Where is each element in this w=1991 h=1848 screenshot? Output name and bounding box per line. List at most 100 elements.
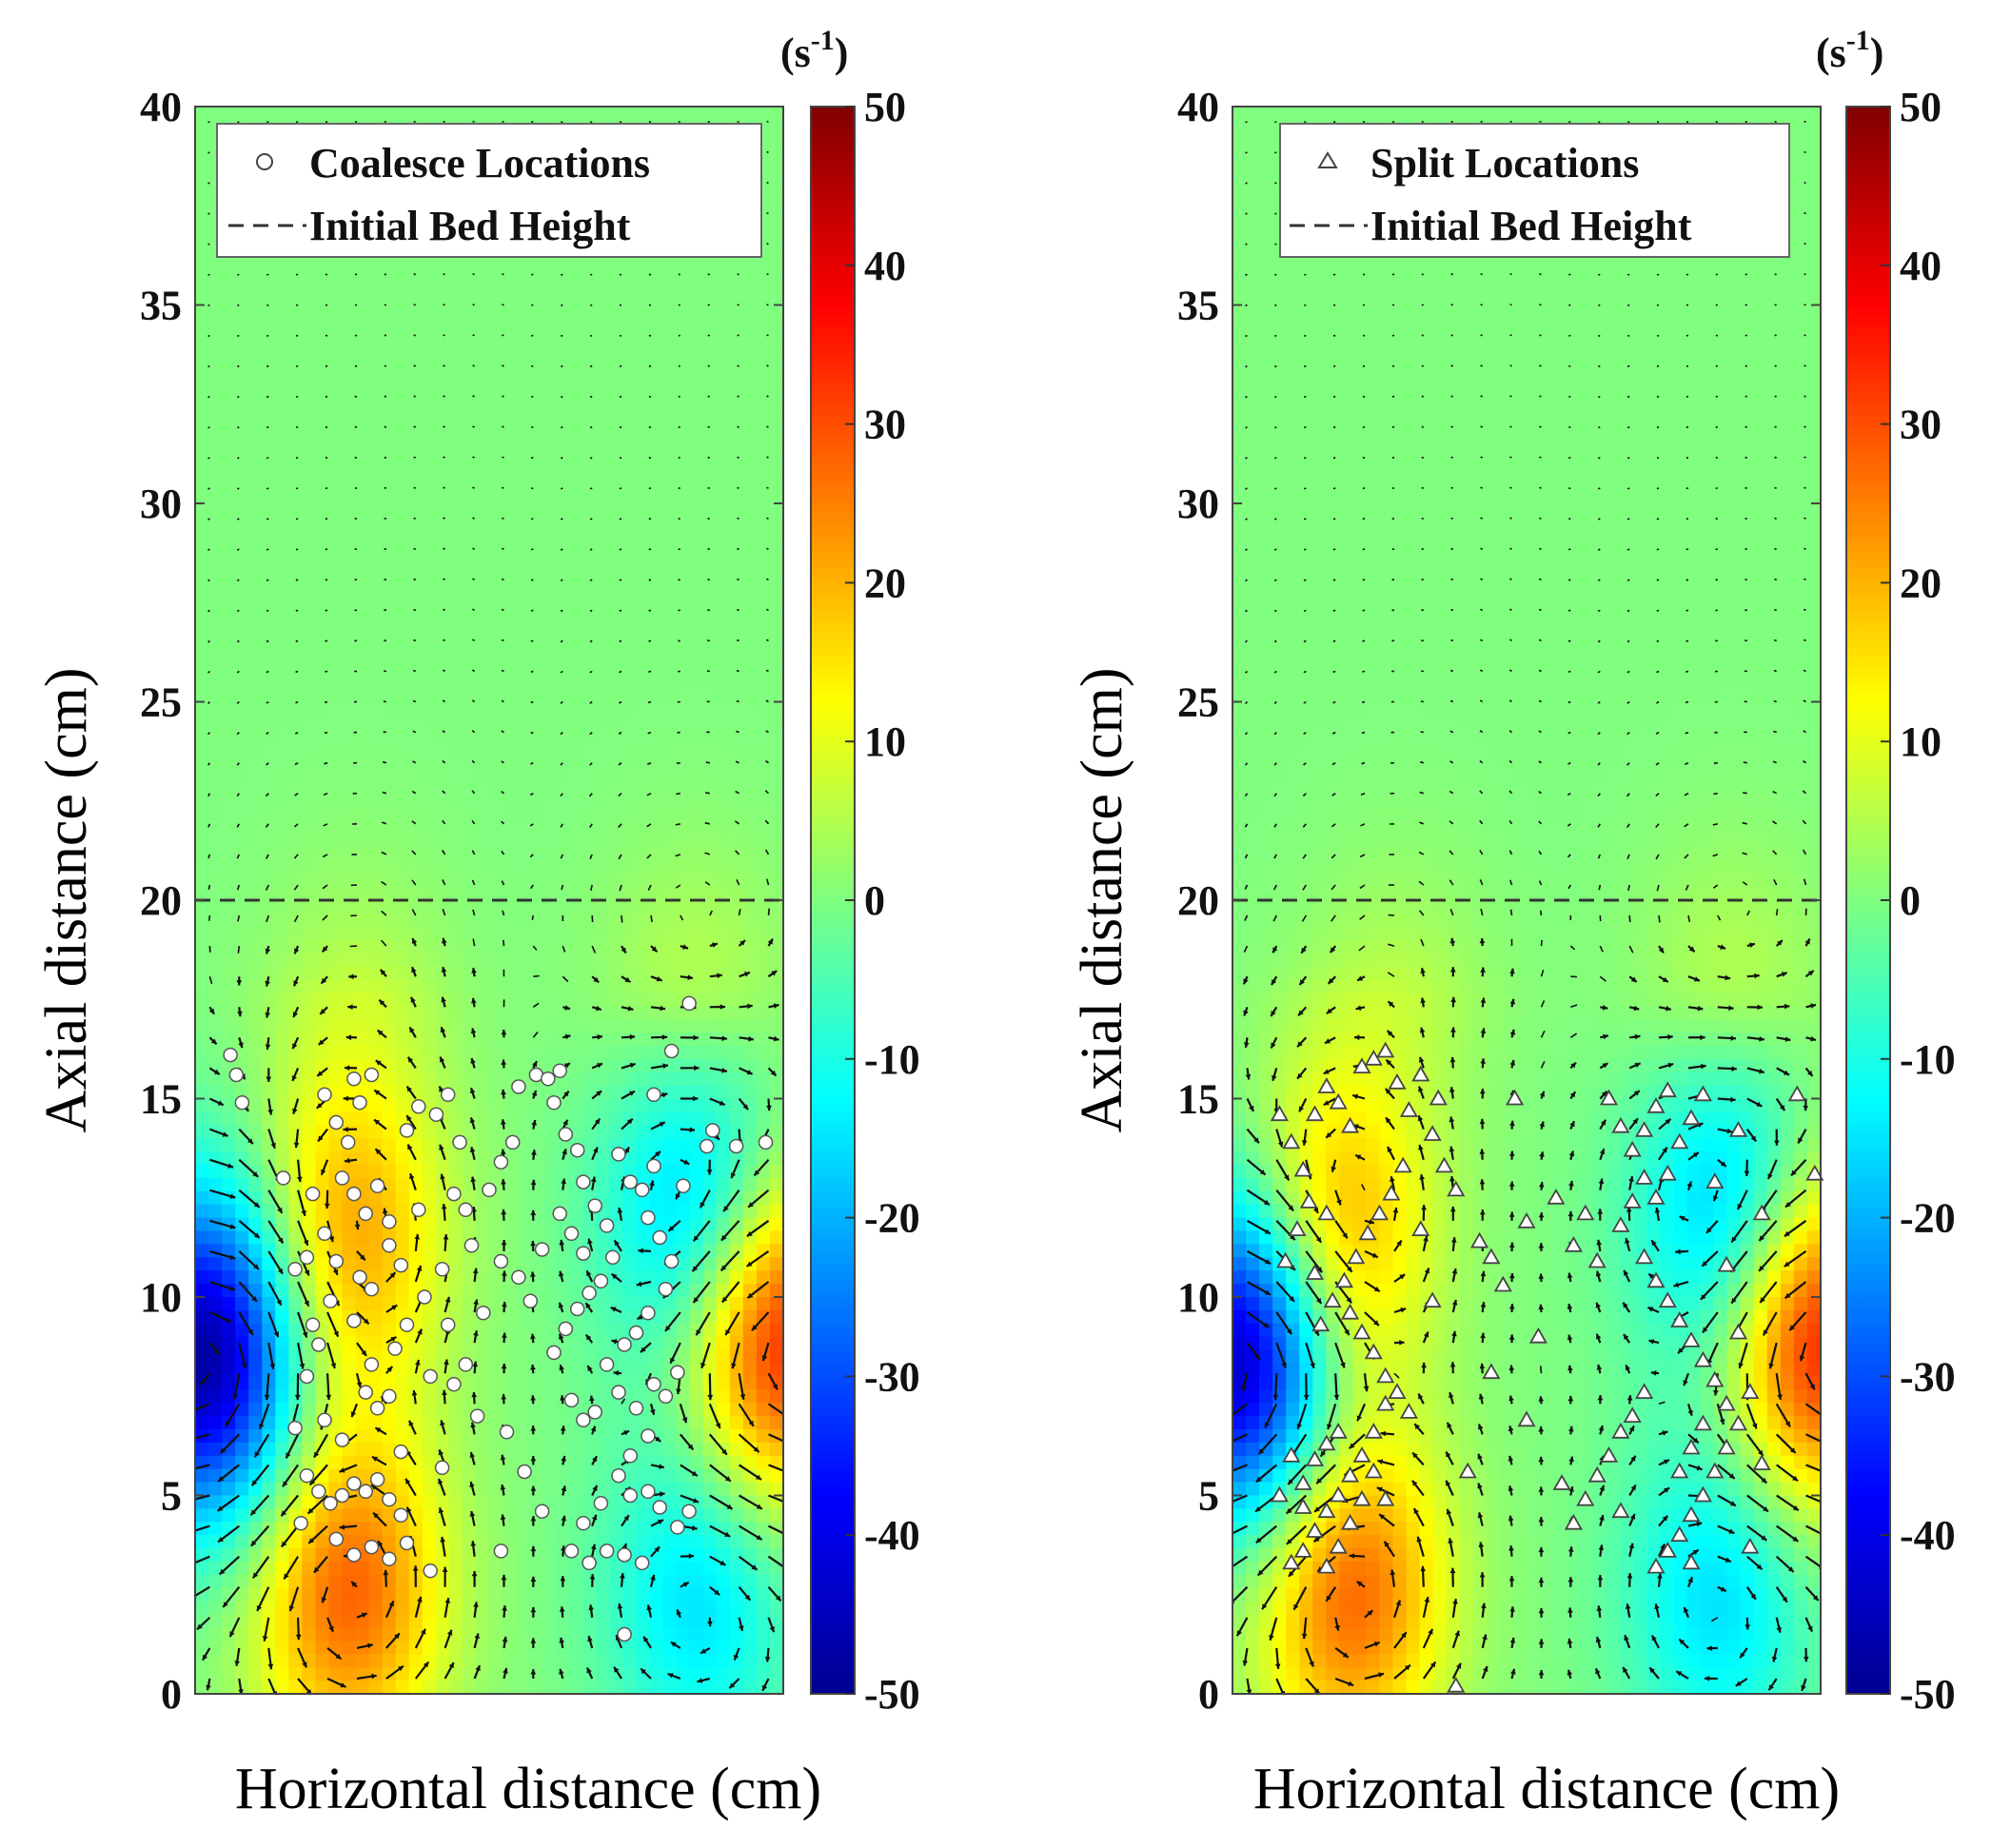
contour-cell	[622, 1284, 638, 1298]
contour-cell	[716, 1482, 731, 1497]
contour-cell	[596, 423, 611, 439]
contour-cell	[475, 874, 490, 888]
contour-cell	[208, 1376, 223, 1390]
contour-cell	[235, 463, 249, 478]
contour-cell	[222, 1482, 236, 1497]
contour-cell	[716, 318, 731, 332]
contour-cell	[248, 715, 263, 729]
contour-cell	[636, 661, 651, 677]
contour-cell	[355, 1508, 370, 1523]
contour-cell	[328, 503, 344, 518]
contour-cell	[716, 516, 731, 531]
contour-cell	[422, 1403, 437, 1417]
contour-cell	[462, 344, 477, 359]
contour-cell	[422, 358, 437, 372]
contour-cell	[503, 410, 517, 425]
contour-cell	[636, 1257, 651, 1271]
contour-cell	[596, 715, 611, 729]
contour-cell	[462, 1297, 477, 1311]
contour-cell	[596, 993, 611, 1007]
contour-cell	[328, 1363, 344, 1377]
contour-cell	[302, 926, 317, 941]
contour-cell	[556, 542, 570, 558]
contour-cell	[649, 410, 664, 425]
contour-cell	[649, 887, 664, 901]
contour-cell	[475, 1270, 490, 1285]
contour-cell	[448, 636, 463, 650]
contour-cell	[462, 529, 477, 544]
contour-cell	[315, 582, 330, 597]
contour-cell	[475, 1363, 490, 1377]
contour-cell	[382, 490, 397, 504]
contour-cell	[622, 780, 638, 796]
contour-cell	[609, 688, 624, 703]
contour-cell	[195, 265, 209, 280]
contour-cell	[716, 1403, 731, 1417]
contour-cell	[235, 1535, 249, 1549]
contour-cell	[742, 728, 758, 742]
contour-cell	[689, 503, 704, 518]
contour-cell	[288, 1045, 303, 1060]
contour-cell	[622, 979, 638, 993]
contour-cell	[395, 780, 410, 796]
contour-cell	[302, 1442, 317, 1457]
contour-cell	[275, 1138, 289, 1152]
contour-cell	[302, 939, 317, 954]
contour-cell	[689, 688, 704, 703]
contour-cell	[368, 291, 384, 306]
contour-cell	[503, 661, 517, 677]
contour-cell	[636, 1032, 651, 1047]
contour-cell	[622, 636, 638, 650]
contour-cell	[235, 477, 249, 491]
contour-cell	[315, 1455, 330, 1470]
contour-cell	[609, 477, 624, 491]
contour-cell	[302, 437, 317, 451]
contour-cell	[716, 794, 731, 809]
contour-cell	[769, 1482, 783, 1497]
contour-cell	[328, 371, 344, 385]
contour-cell	[716, 410, 731, 425]
contour-cell	[275, 1111, 289, 1126]
contour-cell	[328, 1032, 344, 1047]
contour-cell	[662, 874, 678, 888]
contour-cell	[503, 358, 517, 372]
contour-cell	[689, 450, 704, 464]
contour-cell	[689, 1058, 704, 1073]
contour-cell	[208, 900, 223, 914]
contour-cell	[622, 715, 638, 729]
contour-cell	[582, 1032, 597, 1047]
contour-cell	[729, 993, 744, 1007]
contour-cell	[529, 887, 543, 901]
contour-cell	[582, 847, 597, 861]
contour-cell	[262, 1389, 276, 1404]
contour-cell	[529, 675, 543, 690]
contour-cell	[742, 820, 758, 836]
contour-cell	[342, 529, 357, 544]
contour-cell	[756, 1071, 771, 1087]
contour-cell	[195, 1574, 209, 1589]
contour-cell	[355, 728, 370, 742]
contour-cell	[435, 1429, 450, 1444]
contour-cell	[328, 820, 344, 836]
contour-cell	[262, 1244, 276, 1258]
contour-cell	[355, 874, 370, 888]
contour-cell	[222, 265, 236, 280]
contour-cell	[328, 542, 344, 558]
contour-cell	[408, 596, 424, 610]
contour-cell	[556, 318, 570, 332]
contour-cell	[355, 305, 370, 319]
contour-cell	[315, 1574, 330, 1589]
contour-cell	[368, 768, 384, 782]
contour-cell	[208, 1468, 223, 1484]
contour-cell	[676, 265, 691, 280]
contour-cell	[208, 542, 223, 558]
contour-cell	[222, 609, 236, 623]
contour-cell	[195, 768, 209, 782]
contour-cell	[742, 463, 758, 478]
contour-cell	[503, 807, 517, 822]
contour-cell	[248, 410, 263, 425]
contour-cell	[422, 556, 437, 571]
contour-cell	[302, 688, 317, 703]
contour-cell	[408, 529, 424, 544]
contour-cell	[622, 874, 638, 888]
